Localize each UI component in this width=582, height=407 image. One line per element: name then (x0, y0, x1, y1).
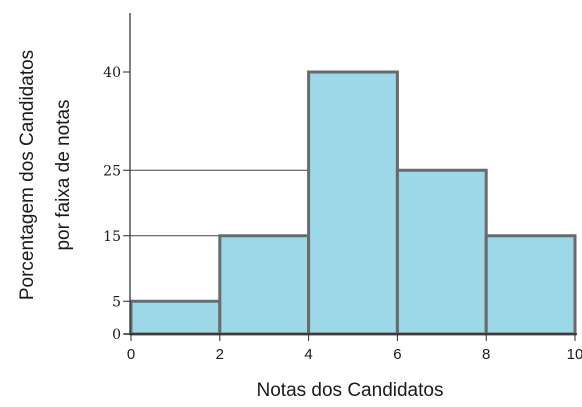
y-tick-label-5: 5 (112, 294, 121, 310)
axes (124, 13, 577, 335)
x-tick-label-0: 0 (127, 346, 135, 363)
histogram-bar-1 (129, 299, 222, 336)
bars (129, 70, 577, 336)
y-tick-label-25: 25 (103, 163, 121, 179)
y-axis-label-line-1: Porcentagem dos Candidatos (17, 50, 38, 300)
y-axis-label-line-2: por faixa de notas (53, 99, 74, 250)
x-tick-label-6: 6 (393, 346, 401, 363)
y-tick-label-0: 0 (112, 327, 121, 343)
x-tick-label-10: 10 (567, 346, 582, 363)
y-tick-label-15: 15 (103, 229, 121, 245)
histogram-bar-4 (395, 168, 488, 336)
x-tick-label-2: 2 (216, 346, 224, 363)
x-tick-label-4: 4 (304, 346, 312, 363)
x-tick-label-8: 8 (482, 346, 490, 363)
histogram-bar-3 (307, 70, 399, 336)
y-ticks: 0 5 15 25 40 (103, 65, 130, 343)
histogram-bar-2 (218, 234, 311, 336)
x-ticks: 0 2 4 6 8 10 (127, 334, 582, 363)
x-axis-label: Notas dos Candidatos (257, 380, 444, 401)
y-tick-label-40: 40 (103, 65, 121, 81)
y-axis-label: Porcentagem dos Candidatos por faixa de … (17, 50, 74, 300)
histogram-bar-5 (484, 234, 577, 336)
